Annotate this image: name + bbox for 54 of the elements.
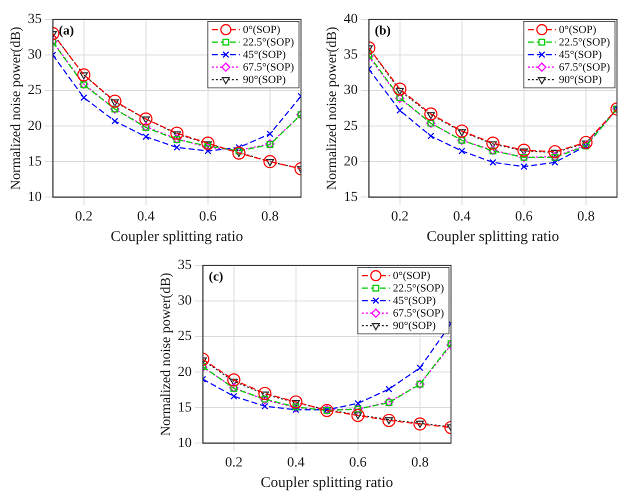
- x-tick-label: 0.6: [349, 455, 367, 470]
- x-tick-label: 0.4: [137, 209, 155, 224]
- legend-label: 67.5°(SOP): [392, 308, 444, 320]
- y-tick-label: 35: [28, 12, 42, 28]
- y-tick-label: 10: [28, 190, 42, 205]
- y-tick-label: 35: [344, 48, 358, 63]
- legend-label: 0°(SOP): [242, 24, 281, 36]
- legend-label: 90°(SOP): [392, 320, 436, 332]
- legend-label: 22.5°(SOP): [242, 36, 294, 49]
- annotation: (b): [374, 22, 391, 38]
- x-tick-label: 0.8: [577, 209, 595, 224]
- legend-label: 90°(SOP): [558, 74, 602, 86]
- x-tick-label: 0.4: [453, 209, 471, 224]
- legend-label: 0°(SOP): [392, 270, 431, 282]
- legend-label: 67.5°(SOP): [242, 62, 294, 74]
- y-tick-label: 15: [178, 400, 192, 416]
- legend-label: 22.5°(SOP): [558, 36, 610, 49]
- y-tick-label: 25: [28, 83, 42, 98]
- y-tick-label: 10: [178, 436, 192, 451]
- y-tick-label: 40: [344, 12, 358, 28]
- legend-label: 0°(SOP): [558, 24, 597, 36]
- x-tick-label: 0.8: [261, 209, 279, 224]
- y-tick-label: 25: [344, 118, 358, 134]
- y-tick-label: 20: [178, 364, 192, 380]
- x-axis-title: Coupler splitting ratio: [110, 228, 244, 245]
- legend-label: 45°(SOP): [242, 49, 286, 62]
- y-tick-label: 30: [28, 48, 42, 63]
- legend-label: 67.5°(SOP): [558, 62, 610, 74]
- y-axis-title: Normalized noise power(dB): [159, 272, 174, 436]
- x-tick-label: 0.2: [225, 455, 243, 470]
- x-tick-label: 0.6: [199, 209, 217, 224]
- y-axis-title: Normalized noise power(dB): [9, 26, 24, 190]
- x-axis-title: Coupler splitting ratio: [426, 228, 560, 245]
- legend-label: 90°(SOP): [242, 74, 286, 86]
- annotation: (c): [208, 268, 224, 284]
- y-tick-label: 30: [344, 83, 358, 98]
- legend-label: 22.5°(SOP): [392, 282, 444, 295]
- legend-label: 45°(SOP): [392, 295, 436, 308]
- annotation: (a): [58, 22, 74, 38]
- y-tick-label: 30: [178, 294, 192, 309]
- y-tick-label: 20: [28, 118, 42, 134]
- y-tick-label: 15: [344, 190, 358, 205]
- x-tick-label: 0.8: [411, 455, 429, 470]
- x-tick-label: 0.2: [75, 209, 93, 224]
- y-tick-label: 20: [344, 154, 358, 170]
- y-tick-label: 15: [28, 154, 42, 170]
- y-axis-title: Normalized noise power(dB): [325, 26, 340, 190]
- y-tick-label: 25: [178, 329, 192, 344]
- x-axis-title: Coupler splitting ratio: [260, 474, 394, 491]
- legend-label: 45°(SOP): [558, 49, 602, 62]
- x-tick-label: 0.2: [391, 209, 409, 224]
- x-tick-label: 0.4: [287, 455, 305, 470]
- x-tick-label: 0.6: [515, 209, 533, 224]
- y-tick-label: 35: [178, 258, 192, 274]
